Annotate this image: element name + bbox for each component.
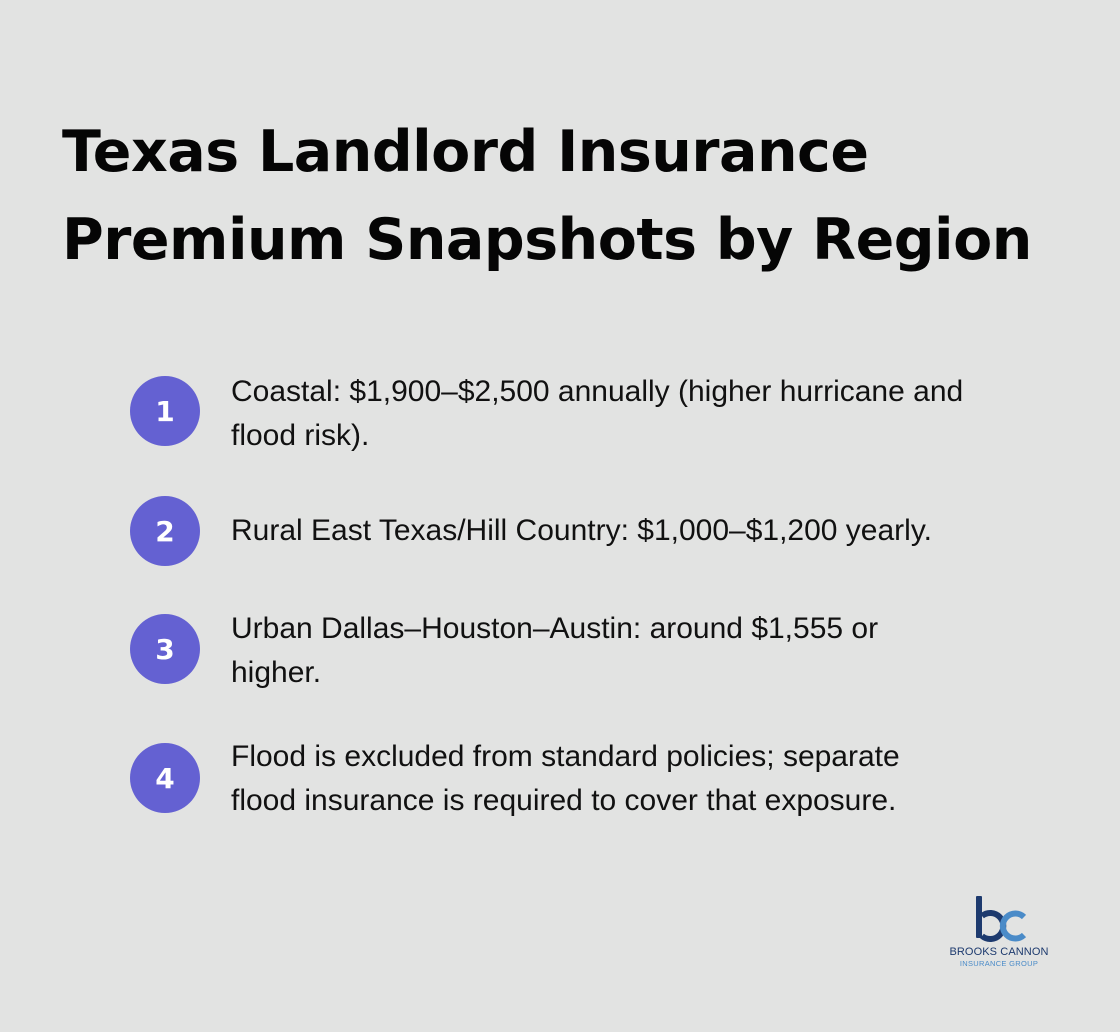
logo-name: BROOKS CANNON [949,946,1049,958]
page-title-line-1: Texas Landlord Insurance [62,119,869,185]
list-item-3-text: Urban Dallas–Houston–Austin: around $1,5… [231,607,1051,695]
list-item-4-line-2: flood insurance is required to cover tha… [231,784,897,817]
number-badge-3: 3 [130,614,200,684]
list-item-3-line-2: higher. [231,656,322,689]
page-title-line-2: Premium Snapshots by Region [62,207,1032,273]
list-item-2: 2 Rural East Texas/Hill Country: $1,000–… [130,496,1060,566]
list-item-1-line-1: Coastal: $1,900–$2,500 annually (higher … [231,375,964,408]
list-item-4-line-1: Flood is excluded from standard policies… [231,740,900,773]
logo-subtitle: INSURANCE GROUP [959,959,1039,968]
brand-logo: BROOKS CANNON INSURANCE GROUP [944,892,1054,972]
number-badge-2: 2 [130,496,200,566]
list-item-4: 4 Flood is excluded from standard polici… [130,740,1060,823]
list-item-4-text: Flood is excluded from standard policies… [231,735,1051,823]
list-item-1: 1 Coastal: $1,900–$2,500 annually (highe… [130,375,1060,458]
page-title: Texas Landlord Insurance Premium Snapsho… [62,108,1082,284]
list-item-1-text: Coastal: $1,900–$2,500 annually (higher … [231,370,1051,458]
bc-monogram-logo-icon [976,896,1027,942]
list-item-1-line-2: flood risk). [231,419,370,452]
list-item-3-line-1: Urban Dallas–Houston–Austin: around $1,5… [231,612,879,645]
list-item-2-line-1: Rural East Texas/Hill Country: $1,000–$1… [231,514,932,547]
number-badge-4: 4 [130,743,200,813]
list-item-2-text: Rural East Texas/Hill Country: $1,000–$1… [231,509,1051,553]
list-item-3: 3 Urban Dallas–Houston–Austin: around $1… [130,612,1060,695]
number-badge-1: 1 [130,376,200,446]
